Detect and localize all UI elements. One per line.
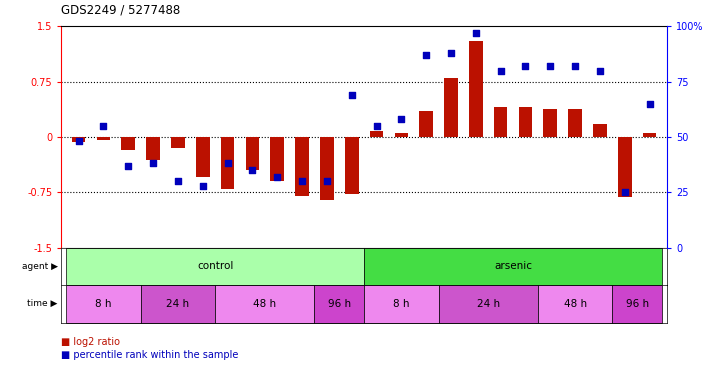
- Text: 96 h: 96 h: [328, 299, 351, 309]
- Bar: [642, 133, 656, 137]
- Bar: [618, 137, 632, 197]
- Point: [123, 163, 134, 169]
- Point: [644, 101, 655, 107]
- Point: [147, 160, 159, 166]
- Bar: [314, 285, 364, 322]
- Bar: [295, 137, 309, 196]
- Text: 96 h: 96 h: [626, 299, 649, 309]
- Point: [247, 167, 258, 173]
- Point: [396, 116, 407, 122]
- Point: [371, 123, 382, 129]
- Bar: [171, 137, 185, 148]
- Bar: [612, 285, 662, 322]
- Bar: [66, 285, 141, 322]
- Text: 24 h: 24 h: [477, 299, 500, 309]
- Bar: [364, 248, 662, 285]
- Point: [544, 63, 556, 69]
- Text: ■ log2 ratio: ■ log2 ratio: [61, 337, 120, 347]
- Bar: [196, 137, 210, 177]
- Point: [445, 50, 456, 56]
- Bar: [221, 137, 234, 189]
- Bar: [97, 137, 110, 140]
- Point: [520, 63, 531, 69]
- Text: time ▶: time ▶: [27, 299, 58, 308]
- Bar: [494, 107, 508, 137]
- Text: control: control: [197, 261, 234, 271]
- Point: [197, 183, 208, 189]
- Bar: [394, 133, 408, 137]
- Point: [321, 178, 332, 184]
- Bar: [538, 285, 612, 322]
- Text: ■ percentile rank within the sample: ■ percentile rank within the sample: [61, 350, 239, 360]
- Point: [619, 189, 630, 195]
- Bar: [518, 107, 532, 137]
- Bar: [121, 137, 135, 150]
- Text: 24 h: 24 h: [167, 299, 190, 309]
- Text: 48 h: 48 h: [253, 299, 276, 309]
- Text: agent ▶: agent ▶: [22, 262, 58, 271]
- Text: 8 h: 8 h: [393, 299, 410, 309]
- Point: [73, 138, 84, 144]
- Point: [98, 123, 110, 129]
- Point: [222, 160, 234, 166]
- Bar: [320, 137, 334, 200]
- Text: 48 h: 48 h: [564, 299, 587, 309]
- Bar: [270, 137, 284, 181]
- Bar: [246, 137, 260, 170]
- Bar: [370, 131, 384, 137]
- Point: [272, 174, 283, 180]
- Point: [172, 178, 184, 184]
- Point: [470, 30, 482, 36]
- Point: [495, 68, 506, 74]
- Bar: [568, 109, 582, 137]
- Bar: [146, 137, 160, 160]
- Point: [570, 63, 581, 69]
- Text: GDS2249 / 5277488: GDS2249 / 5277488: [61, 4, 180, 17]
- Bar: [215, 285, 314, 322]
- Bar: [141, 285, 215, 322]
- Point: [346, 92, 358, 98]
- Bar: [469, 41, 482, 137]
- Text: arsenic: arsenic: [494, 261, 532, 271]
- Point: [420, 52, 432, 58]
- Bar: [420, 111, 433, 137]
- Bar: [364, 285, 438, 322]
- Point: [296, 178, 308, 184]
- Bar: [438, 285, 538, 322]
- Bar: [345, 137, 358, 194]
- Bar: [444, 78, 458, 137]
- Bar: [544, 109, 557, 137]
- Bar: [66, 248, 364, 285]
- Bar: [72, 137, 86, 142]
- Point: [594, 68, 606, 74]
- Bar: [593, 124, 607, 137]
- Text: 8 h: 8 h: [95, 299, 112, 309]
